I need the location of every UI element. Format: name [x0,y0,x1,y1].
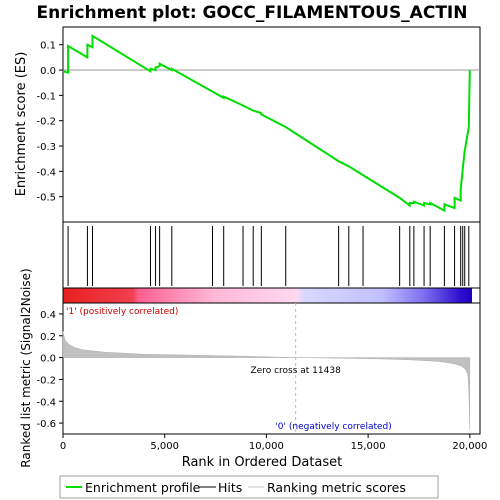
legend: Enrichment profile Hits Ranking metric s… [59,475,439,499]
x-axis-label: Rank in Ordered Dataset [182,455,343,470]
metric-tick-label: -0.4 [36,397,56,408]
metric-tick-label: -0.2 [36,375,56,386]
es-tick-label: -0.5 [36,193,56,204]
metric-tick-label: 0.2 [40,332,56,343]
metric-plot-frame [62,302,481,435]
hits-marks [67,226,470,286]
negative-correlation-label: '0' (negatively correlated) [275,422,391,432]
legend-label-enrichment: Enrichment profile [85,480,201,495]
es-axis-label: Enrichment score (ES) [14,52,29,197]
enrichment-profile-line [62,34,471,213]
es-tick-label: -0.2 [36,117,56,128]
chart-title: Enrichment plot: GOCC_FILAMENTOUS_ACTIN [37,3,468,23]
positive-correlation-label: '1' (positively correlated) [66,307,178,317]
zero-cross-label: Zero cross at 11438 [251,366,342,376]
metric-axis-ticks: 0.4 0.2 0.0 -0.2 -0.4 -0.6 [36,310,63,430]
metric-tick-label: 0.0 [40,354,56,365]
x-tick-label: 10,000 [249,441,284,452]
es-tick-label: -0.4 [36,167,56,178]
x-axis-ticks: 0 5,000 10,000 15,000 20,000 [60,434,487,452]
es-tick-label: -0.3 [36,142,56,153]
legend-label-hits: Hits [218,480,242,495]
metric-axis-label: Ranked list metric (Signal2Noise) [19,268,33,467]
legend-label-metric: Ranking metric scores [267,480,406,495]
es-axis-ticks: 0.1 0.0 -0.1 -0.2 -0.3 -0.4 -0.5 [36,41,63,204]
es-tick-label: 0.0 [40,66,56,77]
metric-tick-label: 0.4 [40,310,56,321]
metric-tick-label: -0.6 [36,419,56,430]
x-tick-label: 20,000 [452,441,487,452]
x-tick-label: 15,000 [351,441,386,452]
rank-color-bar [63,288,472,303]
es-tick-label: 0.1 [40,41,56,52]
hits-frame [62,221,481,289]
ranking-metric-area [62,331,471,430]
x-tick-label: 0 [60,441,66,452]
es-tick-label: -0.1 [36,91,56,102]
x-tick-label: 5,000 [150,441,179,452]
